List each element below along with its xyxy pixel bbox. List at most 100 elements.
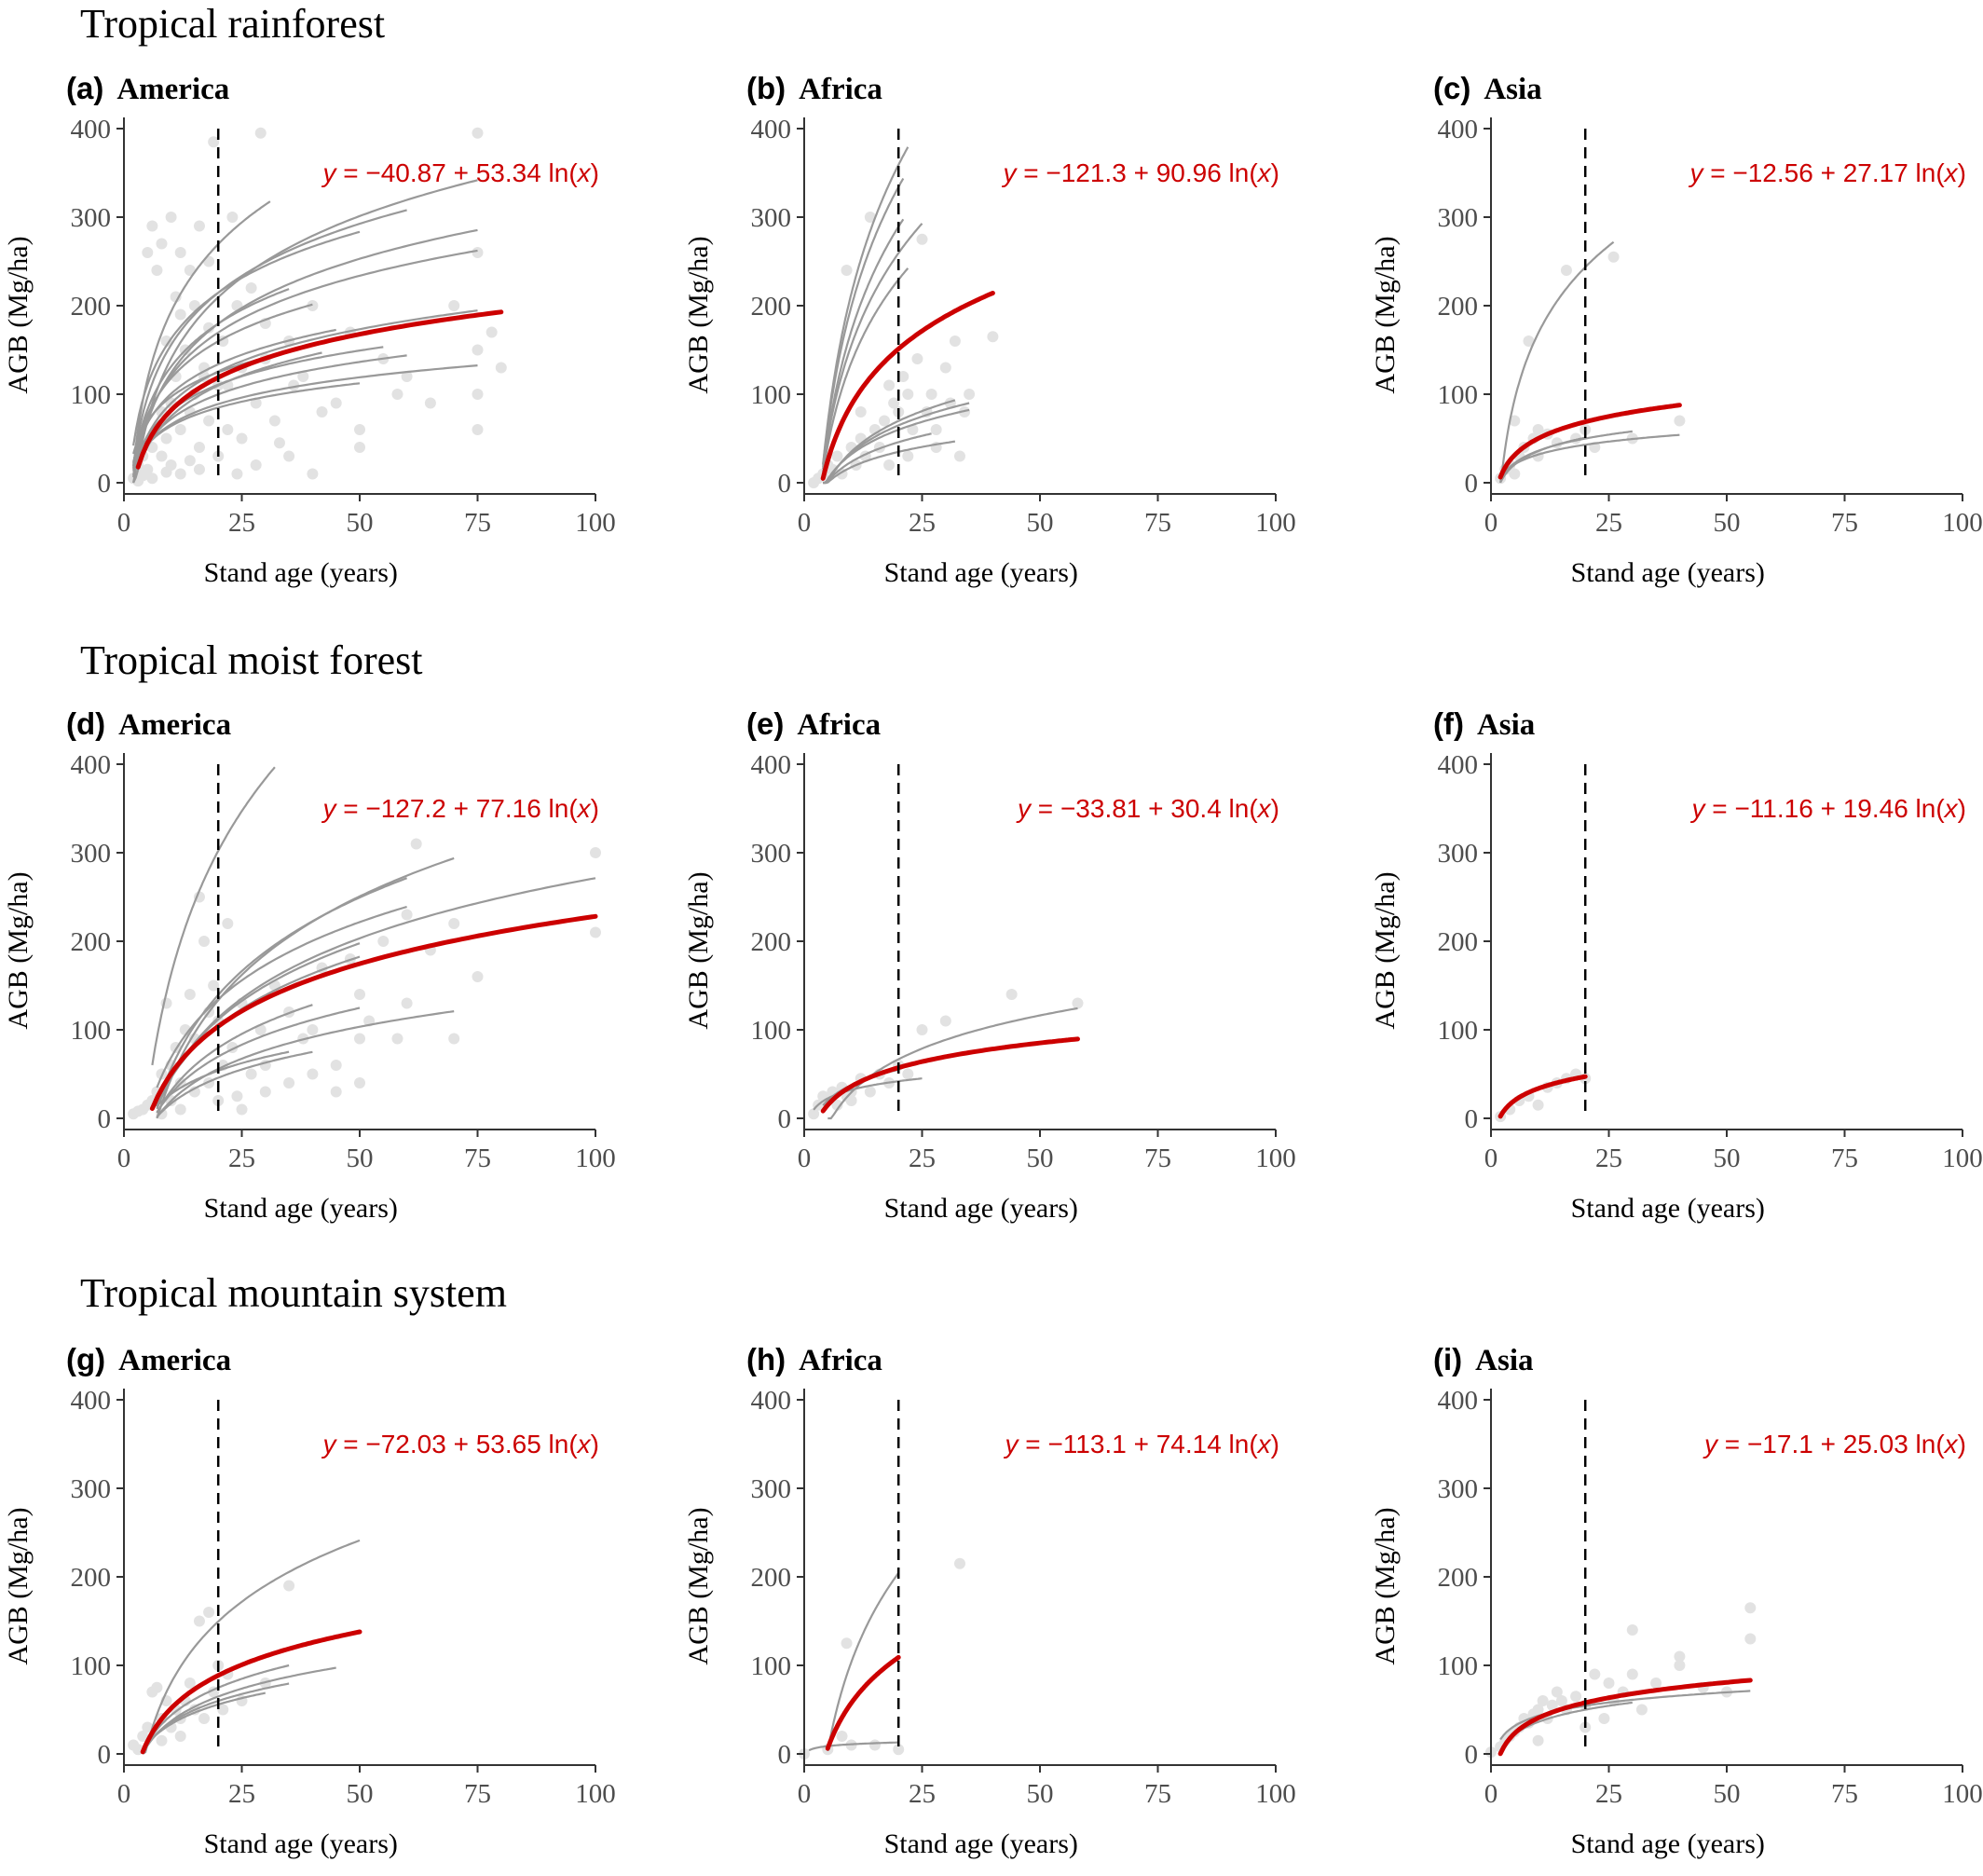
x-tick-label: 75 [464, 508, 491, 538]
site-curves [151, 766, 596, 1119]
x-tick-label: 100 [575, 1143, 616, 1173]
fit-curve [820, 1036, 1080, 1114]
data-point [391, 1033, 403, 1045]
data-point [231, 468, 243, 480]
data-point [142, 1721, 154, 1733]
data-point [273, 437, 285, 449]
y-tick-label: 0 [98, 1740, 112, 1770]
site-curve [156, 1006, 361, 1114]
data-point [841, 1637, 853, 1650]
data-point [485, 326, 498, 338]
y-tick-label: 300 [751, 839, 792, 869]
data-point [151, 265, 163, 276]
x-tick-label: 75 [1144, 508, 1171, 538]
data-point [930, 424, 942, 435]
data-point [174, 1731, 186, 1742]
x-tick-label: 0 [1484, 1143, 1498, 1173]
x-tick-label: 0 [1484, 1779, 1498, 1809]
equation-prefix: y [1016, 794, 1033, 823]
equation-prefix: y [321, 158, 337, 187]
data-point [953, 450, 965, 462]
data-point [222, 424, 234, 435]
data-point [151, 1681, 163, 1693]
y-axis-title: AGB (Mg/ha) [1370, 1507, 1401, 1664]
data-point [864, 1086, 876, 1098]
data-point [1635, 1704, 1648, 1716]
x-tick-label: 50 [1027, 1143, 1054, 1173]
y-tick-label: 100 [71, 380, 112, 410]
panel-letter: (g) [66, 1342, 105, 1376]
fit-curve [140, 1629, 362, 1755]
y-tick-label: 0 [778, 469, 792, 499]
equation-body: = −127.2 + 77.16 ln( [335, 794, 578, 823]
panel-region: America [118, 1344, 231, 1377]
data-point [472, 424, 484, 435]
data-point [203, 322, 215, 334]
panel-letter: (i) [1433, 1342, 1462, 1376]
data-point [964, 389, 976, 400]
y-tick-label: 200 [71, 927, 112, 957]
data-points [1495, 251, 1686, 485]
y-tick-label: 200 [1438, 292, 1479, 322]
panel-e: (e) Africa 0 100 200 300 400 0 25 50 75 100 Stand ag… [683, 706, 1296, 1224]
data-point [203, 415, 215, 427]
data-point [1532, 1099, 1544, 1111]
site-curve [822, 146, 909, 465]
equation-suffix: ) [591, 794, 599, 823]
y-tick-label: 100 [751, 1651, 792, 1681]
site-curve [132, 328, 336, 463]
data-point [448, 300, 460, 311]
fit-curve [149, 913, 598, 1111]
equation-body: = −11.16 + 19.46 ln( [1705, 794, 1946, 823]
y-tick-label: 300 [1438, 839, 1479, 869]
data-point [184, 455, 196, 467]
x-tick-label: 25 [909, 1779, 936, 1809]
data-point [472, 344, 484, 356]
fit-curve [825, 1654, 901, 1751]
y-axis-title: AGB (Mg/ha) [683, 236, 714, 393]
site-curves [822, 146, 970, 485]
site-curve [822, 218, 905, 470]
panel-region: Africa [799, 1344, 882, 1377]
data-point [307, 300, 319, 311]
data-point [1674, 1650, 1686, 1663]
data-points [808, 989, 1084, 1120]
site-curve [823, 408, 970, 485]
site-curve [827, 1572, 900, 1751]
x-tick-label: 100 [1942, 1779, 1983, 1809]
equation-prefix: y [321, 794, 337, 823]
data-point [1532, 1704, 1544, 1716]
site-curve [156, 905, 407, 1089]
data-point [208, 979, 220, 992]
data-point [1607, 251, 1620, 263]
site-curve [142, 1664, 290, 1753]
data-point [316, 406, 328, 418]
data-point [836, 1731, 848, 1742]
data-point [855, 406, 867, 418]
data-point [193, 463, 205, 475]
y-tick-label: 0 [98, 469, 112, 499]
x-axis-title: Stand age (years) [204, 1193, 398, 1224]
x-tick-label: 0 [798, 508, 812, 538]
y-tick-label: 200 [751, 1563, 792, 1593]
x-axis-title: Stand age (years) [204, 1828, 398, 1859]
data-point [1509, 468, 1521, 480]
site-curve [132, 309, 478, 478]
equation-body: = −113.1 + 74.14 ln( [1019, 1430, 1259, 1458]
y-tick-label: 0 [1465, 469, 1479, 499]
y-tick-label: 400 [1438, 750, 1479, 780]
y-tick-label: 400 [71, 750, 112, 780]
site-curve [156, 1050, 313, 1118]
data-point [193, 220, 205, 232]
equation-suffix: ) [1271, 794, 1279, 823]
site-curve [1499, 1690, 1751, 1741]
site-curve [132, 354, 407, 477]
x-tick-label: 25 [1595, 1779, 1622, 1809]
site-curve [156, 1004, 313, 1114]
y-tick-label: 300 [751, 1474, 792, 1504]
x-axis-title: Stand age (years) [204, 557, 398, 588]
site-curve [1499, 436, 1586, 484]
panel-header: (c) Asia [1433, 71, 1542, 106]
data-point [283, 450, 295, 462]
fit-equation: y = −17.1 + 25.03 ln(x) [1703, 1430, 1966, 1458]
